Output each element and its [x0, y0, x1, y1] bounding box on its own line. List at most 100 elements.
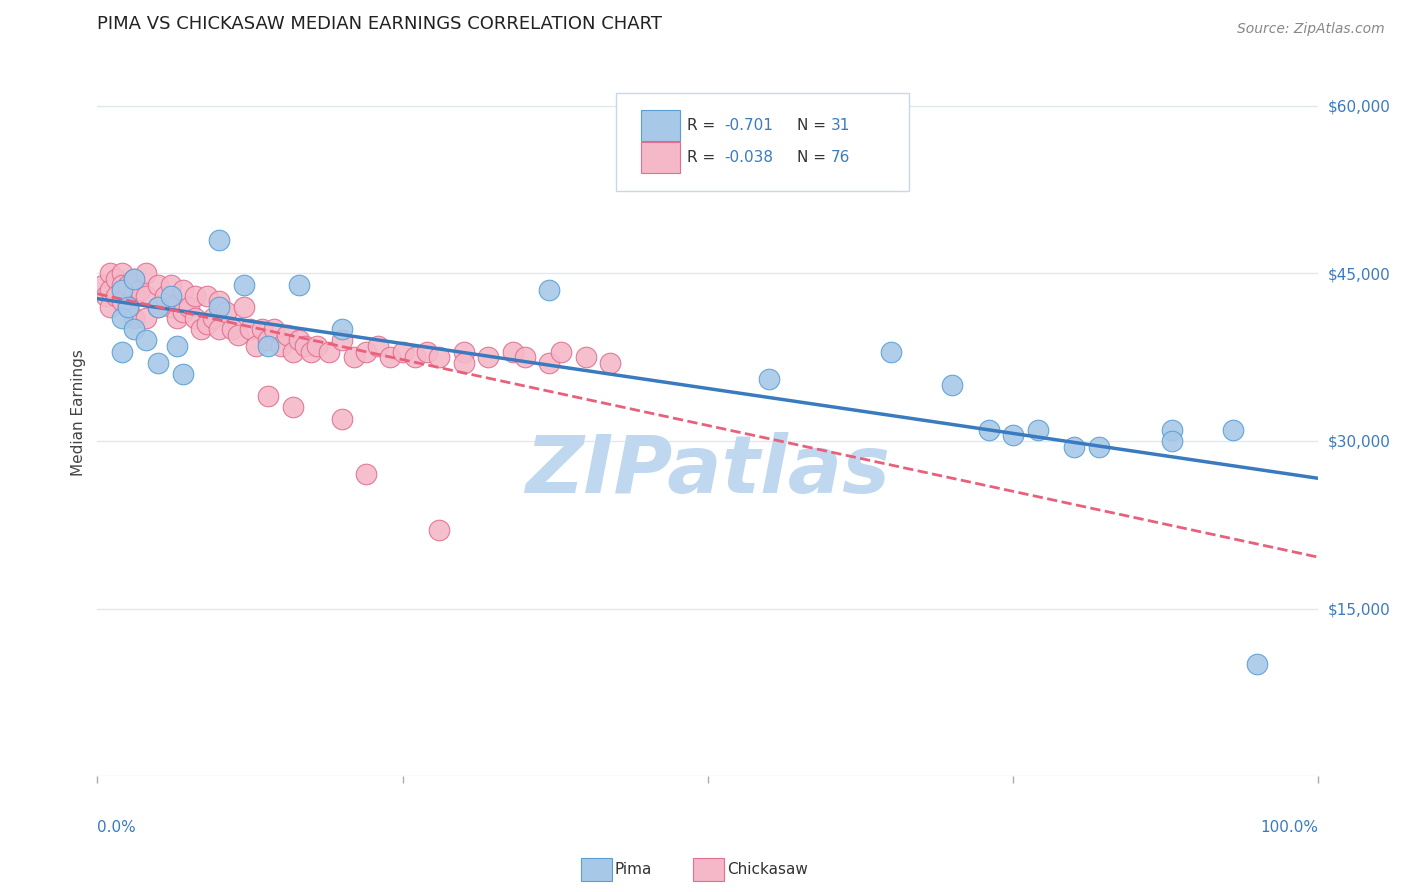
Point	[1222, 423, 1244, 437]
Point	[1087, 440, 1109, 454]
Point	[880, 344, 903, 359]
Point	[977, 423, 1000, 437]
Point	[208, 294, 231, 309]
Point	[453, 344, 475, 359]
Point	[288, 334, 311, 348]
Point	[172, 305, 194, 319]
Point	[575, 350, 598, 364]
Point	[318, 344, 340, 359]
Point	[148, 300, 170, 314]
Point	[299, 344, 322, 359]
Point	[195, 317, 218, 331]
Point	[117, 277, 139, 292]
Point	[330, 334, 353, 348]
Point	[195, 288, 218, 302]
Text: N =: N =	[797, 118, 831, 133]
Point	[1002, 428, 1025, 442]
Point	[166, 311, 188, 326]
Point	[538, 283, 561, 297]
Point	[135, 311, 157, 326]
Point	[257, 339, 280, 353]
Point	[245, 339, 267, 353]
Point	[172, 367, 194, 381]
Text: 31: 31	[831, 118, 851, 133]
Point	[477, 350, 499, 364]
Text: Chickasaw: Chickasaw	[727, 863, 808, 877]
Point	[427, 350, 450, 364]
Point	[232, 277, 254, 292]
Point	[294, 339, 316, 353]
Point	[129, 283, 152, 297]
Point	[1063, 440, 1085, 454]
Point	[122, 288, 145, 302]
Point	[93, 277, 115, 292]
FancyBboxPatch shape	[641, 142, 679, 172]
Point	[391, 344, 413, 359]
FancyBboxPatch shape	[641, 110, 679, 141]
Point	[104, 288, 127, 302]
Point	[270, 339, 292, 353]
Point	[117, 300, 139, 314]
Point	[208, 233, 231, 247]
Point	[111, 277, 134, 292]
Point	[122, 272, 145, 286]
Point	[239, 322, 262, 336]
Point	[232, 300, 254, 314]
Point	[354, 467, 377, 482]
Point	[427, 524, 450, 538]
Point	[502, 344, 524, 359]
Text: 76: 76	[831, 150, 851, 165]
Point	[354, 344, 377, 359]
Point	[208, 300, 231, 314]
Point	[135, 334, 157, 348]
Point	[208, 322, 231, 336]
Point	[148, 277, 170, 292]
Point	[281, 401, 304, 415]
Point	[380, 350, 402, 364]
Text: -0.038: -0.038	[724, 150, 773, 165]
Point	[758, 372, 780, 386]
Text: -0.701: -0.701	[724, 118, 773, 133]
Point	[159, 300, 181, 314]
Point	[135, 266, 157, 280]
Point	[111, 311, 134, 326]
Point	[599, 356, 621, 370]
Point	[1160, 434, 1182, 448]
Point	[513, 350, 536, 364]
Point	[1160, 423, 1182, 437]
Point	[117, 300, 139, 314]
Point	[172, 283, 194, 297]
Point	[98, 266, 121, 280]
Point	[1246, 657, 1268, 672]
Text: 100.0%: 100.0%	[1260, 820, 1319, 835]
Point	[330, 322, 353, 336]
Point	[135, 288, 157, 302]
Point	[159, 288, 181, 302]
Text: ZIPatlas: ZIPatlas	[526, 432, 890, 510]
Point	[111, 344, 134, 359]
Point	[1026, 423, 1049, 437]
Point	[111, 266, 134, 280]
Point	[104, 272, 127, 286]
Point	[177, 300, 200, 314]
Point	[214, 305, 236, 319]
Point	[202, 311, 225, 326]
Point	[148, 356, 170, 370]
Text: 0.0%: 0.0%	[97, 820, 136, 835]
Point	[148, 300, 170, 314]
Text: Pima: Pima	[614, 863, 652, 877]
Point	[184, 288, 207, 302]
Point	[538, 356, 561, 370]
Point	[453, 356, 475, 370]
Point	[190, 322, 212, 336]
Text: R =: R =	[688, 150, 720, 165]
Point	[122, 272, 145, 286]
Point	[257, 334, 280, 348]
Point	[221, 322, 243, 336]
Point	[257, 389, 280, 403]
Point	[250, 322, 273, 336]
Point	[111, 283, 134, 297]
Point	[276, 327, 298, 342]
Point	[941, 378, 963, 392]
Point	[153, 288, 176, 302]
